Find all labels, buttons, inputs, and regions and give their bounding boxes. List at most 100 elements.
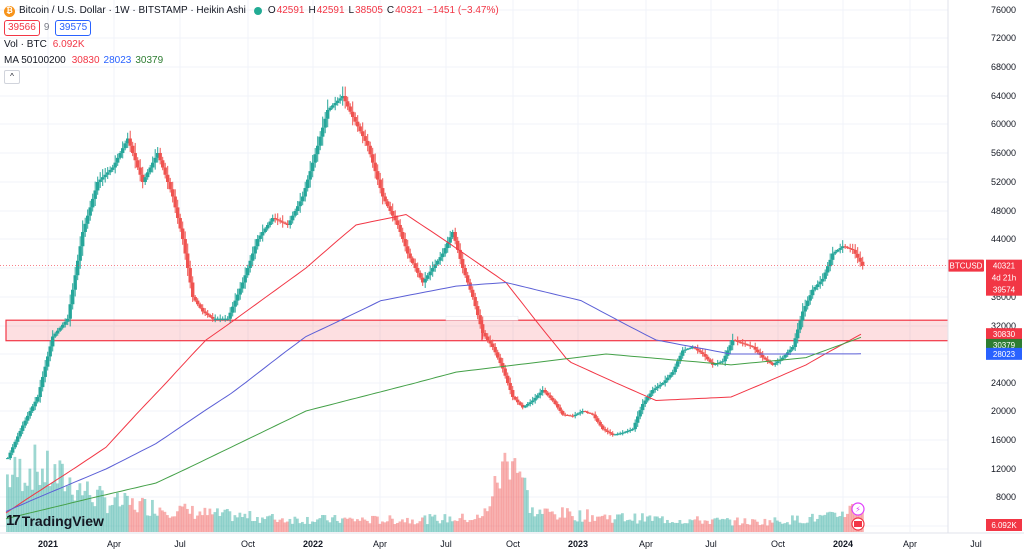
candle-body[interactable] [13,441,17,448]
candle-body[interactable] [26,415,30,421]
candle-body[interactable] [788,349,792,353]
candle-body[interactable] [641,404,645,411]
candle-body[interactable] [611,433,615,435]
candle-body[interactable] [776,361,780,364]
market-status-icon[interactable] [253,7,262,15]
candle-body[interactable] [723,355,727,362]
candle-body[interactable] [803,306,807,312]
candle-body[interactable] [616,433,620,435]
candle-body[interactable] [733,340,737,341]
candle-body[interactable] [348,106,352,112]
candle-body[interactable] [281,221,285,223]
candle-body[interactable] [808,295,812,301]
candle-body[interactable] [236,294,240,301]
candle-body[interactable] [306,179,310,189]
candle-body[interactable] [676,361,680,367]
candle-body[interactable] [648,393,652,398]
candle-body[interactable] [271,218,275,222]
flash-event-icon[interactable] [851,502,865,516]
candle-body[interactable] [846,247,850,249]
candle-body[interactable] [613,434,617,436]
candle-body[interactable] [218,318,222,320]
candle-body[interactable] [796,329,800,339]
candle-body[interactable] [216,318,220,320]
candle-body[interactable] [201,307,205,312]
candle-body[interactable] [573,414,577,417]
candle-body[interactable] [443,248,447,254]
candle-body[interactable] [36,397,40,402]
candle-body[interactable] [383,196,387,202]
candle-body[interactable] [768,361,772,364]
tradingview-logo[interactable]: 17 TradingView [6,512,104,529]
candle-body[interactable] [548,395,552,398]
candle-body[interactable] [156,153,160,158]
candle-body[interactable] [53,333,57,337]
candle-body[interactable] [593,414,597,419]
candle-body[interactable] [736,340,740,342]
candle-body[interactable] [118,153,122,158]
candle-body[interactable] [713,363,717,365]
candle-body[interactable] [756,349,760,353]
volume-price-tag[interactable] [986,519,1022,531]
candle-body[interactable] [93,190,97,199]
candle-body[interactable] [581,411,585,413]
candle-body[interactable] [326,110,330,119]
candle-body[interactable] [558,407,562,412]
candle-body[interactable] [461,258,465,268]
candle-body[interactable] [386,201,390,207]
candle-body[interactable] [316,145,320,155]
candle-body[interactable] [178,218,182,229]
ma-legend[interactable]: MA 50100200 30830 28023 30379 [4,54,503,68]
candle-body[interactable] [246,268,250,276]
candle-body[interactable] [483,333,487,337]
candle-body[interactable] [251,253,255,261]
candle-body[interactable] [133,153,137,161]
candle-body[interactable] [283,222,287,224]
candle-body[interactable] [68,304,72,319]
candle-body[interactable] [471,289,475,297]
candle-body[interactable] [806,300,810,307]
candle-body[interactable] [261,232,265,236]
candle-body[interactable] [633,422,637,430]
candle-body[interactable] [476,306,480,316]
candle-body[interactable] [128,138,132,146]
candle-body[interactable] [233,300,237,307]
candle-body[interactable] [813,287,817,290]
ma-price-tag[interactable] [986,347,1022,360]
candle-body[interactable] [241,282,245,289]
candle-body[interactable] [478,315,482,325]
candle-body[interactable] [126,138,130,144]
candle-body[interactable] [696,348,700,351]
candle-body[interactable] [298,201,302,207]
candle-body[interactable] [98,179,102,182]
candle-body[interactable] [498,357,502,364]
candle-body[interactable] [163,167,167,175]
candle-body[interactable] [518,402,522,405]
candle-body[interactable] [376,171,380,180]
candle-body[interactable] [563,414,567,416]
candle-body[interactable] [811,289,815,296]
candle-body[interactable] [21,425,25,431]
candle-body[interactable] [48,346,52,357]
candle-body[interactable] [213,318,217,320]
candle-body[interactable] [186,253,190,269]
candle-body[interactable] [203,311,207,314]
candle-body[interactable] [801,311,805,321]
candle-body[interactable] [656,386,660,389]
candle-body[interactable] [751,346,755,348]
candle-body[interactable] [438,257,442,261]
candle-body[interactable] [718,362,722,364]
candle-body[interactable] [671,372,675,375]
candle-body[interactable] [148,167,152,173]
candle-body[interactable] [198,304,202,308]
candle-body[interactable] [16,436,20,442]
candle-body[interactable] [238,288,242,295]
candle-body[interactable] [688,347,692,349]
candle-body[interactable] [603,429,607,431]
candle-body[interactable] [361,131,365,137]
candle-body[interactable] [406,246,410,254]
candle-body[interactable] [33,401,37,407]
candle-body[interactable] [861,261,865,266]
candle-body[interactable] [18,430,22,437]
candle-body[interactable] [6,458,10,460]
